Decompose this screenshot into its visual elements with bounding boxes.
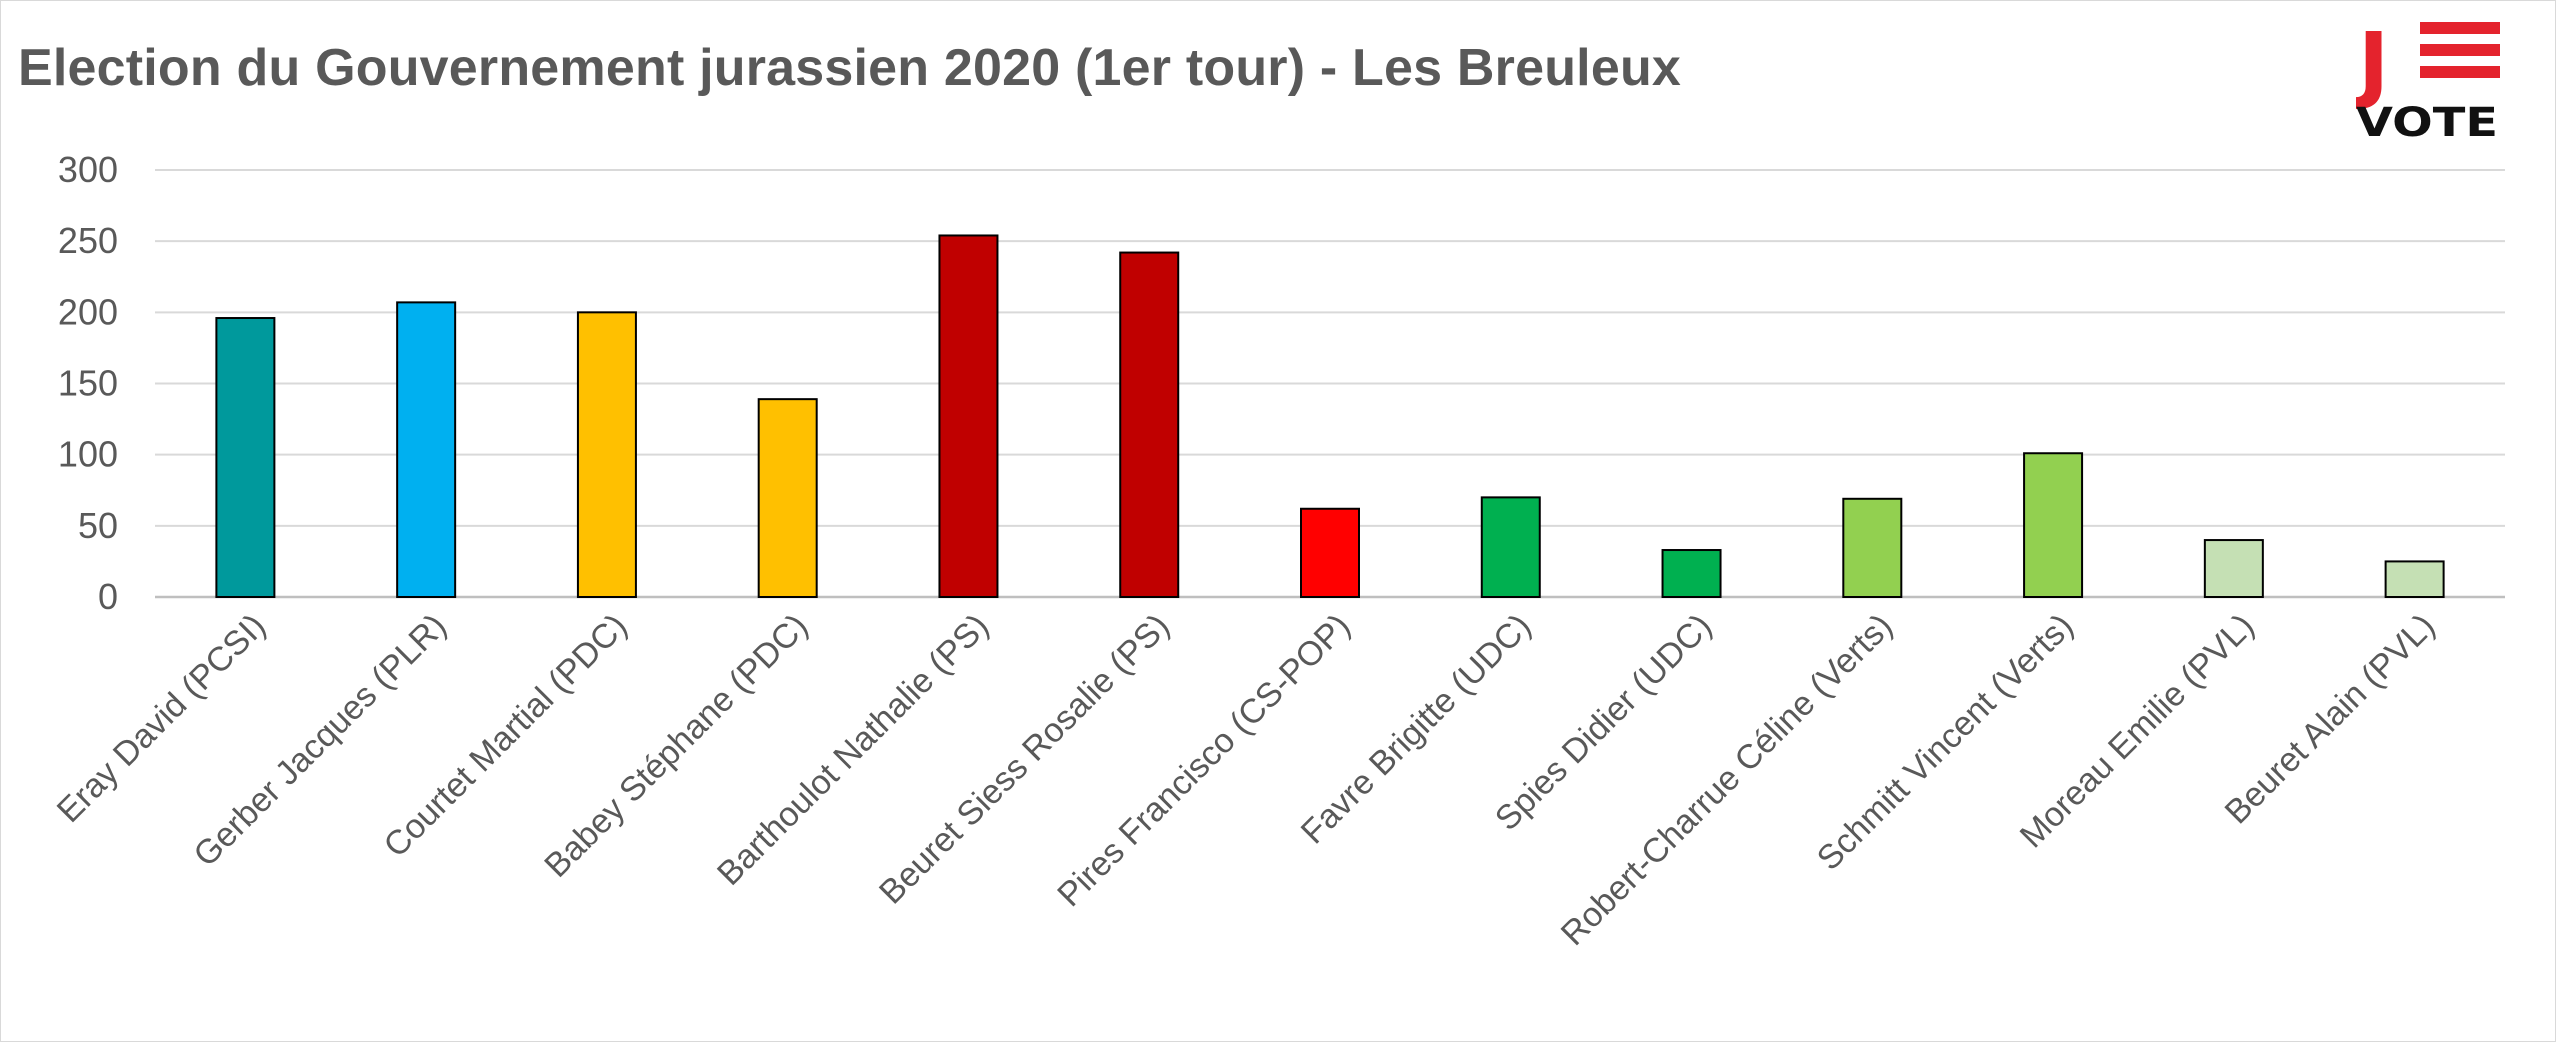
bar (1300, 507, 1360, 598)
x-tick-label: Pires Francisco (CS-POP) (1050, 607, 1357, 914)
bar (1119, 251, 1180, 598)
x-axis: Eray David (PCSI)Gerber Jacques (PLR)Cou… (50, 607, 2442, 953)
bar (2023, 452, 2084, 599)
x-tick-label: Robert-Charrue Céline (Verts) (1554, 607, 1900, 953)
logo-stripe (2420, 66, 2500, 78)
logo-text: VOTE (2356, 100, 2498, 146)
y-tick-label: 0 (98, 576, 118, 617)
chart-title: Election du Gouvernement jurassien 2020 … (18, 39, 1682, 97)
logo-stripe (2420, 22, 2500, 34)
bar (938, 234, 999, 598)
bar (215, 317, 276, 598)
y-tick-label: 150 (58, 363, 118, 404)
bar (2384, 560, 2445, 599)
y-axis: 0 50 100 150 200 250 300 (58, 149, 118, 617)
bar (757, 398, 818, 599)
y-tick-label: 300 (58, 149, 118, 190)
bar (1842, 497, 1903, 599)
bar (576, 311, 637, 598)
x-tick-label: Beuret Siess Rosalie (PS) (872, 607, 1177, 912)
y-tick-label: 50 (78, 505, 118, 546)
bar (1661, 549, 1722, 599)
bar (2203, 539, 2264, 598)
gridlines (155, 169, 2505, 599)
bar (1480, 496, 1541, 598)
y-tick-label: 250 (58, 220, 118, 261)
logo-mark: J (2356, 18, 2389, 112)
jevote-logo: J VOTE (2356, 18, 2500, 146)
bar (396, 301, 457, 598)
bars (215, 234, 2445, 599)
logo-stripe (2420, 44, 2500, 56)
y-tick-label: 200 (58, 291, 118, 332)
y-tick-label: 100 (58, 434, 118, 475)
